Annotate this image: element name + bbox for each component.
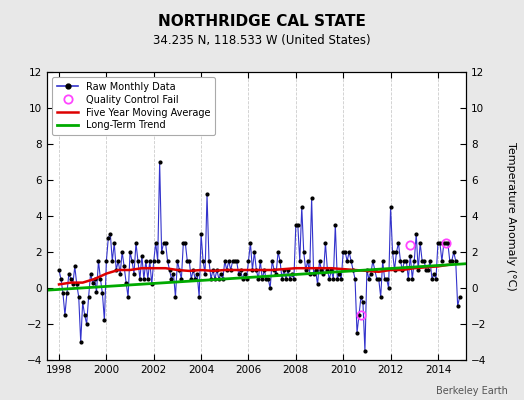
Text: 34.235 N, 118.533 W (United States): 34.235 N, 118.533 W (United States)	[153, 34, 371, 47]
Text: Berkeley Earth: Berkeley Earth	[436, 386, 508, 396]
Y-axis label: Temperature Anomaly (°C): Temperature Anomaly (°C)	[506, 142, 516, 290]
Legend: Raw Monthly Data, Quality Control Fail, Five Year Moving Average, Long-Term Tren: Raw Monthly Data, Quality Control Fail, …	[52, 77, 215, 135]
Text: NORTHRIDGE CAL STATE: NORTHRIDGE CAL STATE	[158, 14, 366, 29]
